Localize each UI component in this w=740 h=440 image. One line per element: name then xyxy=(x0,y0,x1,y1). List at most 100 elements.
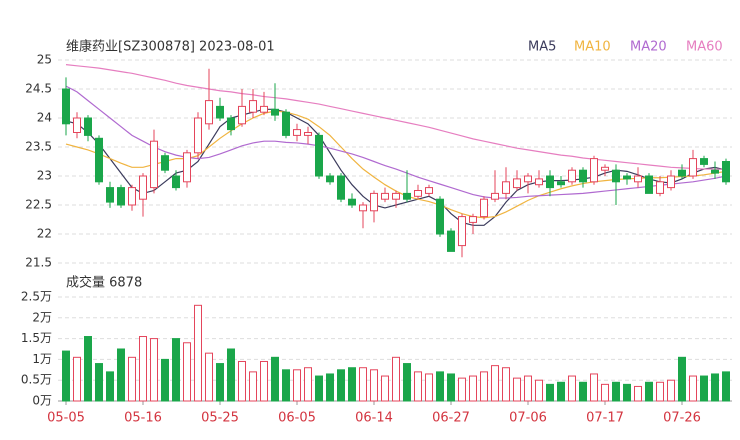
volume-bar xyxy=(183,342,191,402)
volume-bar xyxy=(370,369,378,402)
candle-body xyxy=(238,105,246,125)
volume-bar xyxy=(425,373,433,402)
volume-bar xyxy=(227,348,235,402)
candle-body xyxy=(271,108,279,116)
candle-body xyxy=(689,158,697,177)
volume-bar xyxy=(205,352,213,402)
volume-bar xyxy=(601,383,609,402)
candle-body xyxy=(568,169,576,183)
volume-bar xyxy=(568,375,576,402)
volume-bar xyxy=(447,373,455,402)
candle-body xyxy=(667,175,675,189)
volume-bar xyxy=(403,363,411,402)
candle-body xyxy=(282,111,290,136)
volume-bar xyxy=(359,367,367,402)
x-tick-label: 05-05 xyxy=(47,411,85,426)
y-tick-label: 24 xyxy=(37,111,52,125)
volume-bar xyxy=(546,383,554,402)
candle-body xyxy=(315,134,323,177)
candle-body xyxy=(480,198,488,218)
volume-bar xyxy=(623,383,631,402)
candle-body xyxy=(656,181,664,194)
candle-body xyxy=(139,175,147,200)
candle-body xyxy=(601,166,609,171)
volume-bar xyxy=(304,367,312,402)
candle-body xyxy=(337,175,345,200)
volume-bar xyxy=(315,375,323,402)
y-tick-label: 24.5 xyxy=(25,82,52,96)
candle-body xyxy=(447,230,455,252)
volume-bar xyxy=(326,373,334,402)
candle-body xyxy=(579,169,587,183)
volume-bar xyxy=(117,348,125,402)
volume-bar xyxy=(513,377,521,402)
candle-body xyxy=(502,181,510,194)
y-tick-label: 21.5 xyxy=(25,256,52,270)
y-tick-label: 23.5 xyxy=(25,140,52,154)
candle-body xyxy=(524,175,532,183)
candle-body xyxy=(458,216,466,247)
volume-bar xyxy=(491,365,499,402)
volume-bar xyxy=(106,371,114,402)
legend-entry: MA20 xyxy=(630,40,667,55)
volume-bar xyxy=(392,356,400,402)
volume-bar xyxy=(62,350,70,402)
volume-bar xyxy=(84,336,92,402)
candle-body xyxy=(227,117,235,131)
volume-bar xyxy=(524,375,532,402)
candle-body xyxy=(128,187,136,206)
candle-body xyxy=(84,117,92,136)
candle-body xyxy=(370,192,378,212)
volume-bar xyxy=(282,369,290,402)
x-tick-label: 06-05 xyxy=(278,411,316,426)
volume-bar xyxy=(711,373,719,402)
candle-body xyxy=(612,169,620,183)
volume-bar xyxy=(95,363,103,402)
candle-body xyxy=(436,198,444,235)
volume-bar xyxy=(535,379,543,402)
candle-body xyxy=(161,155,169,171)
volume-bar xyxy=(700,375,708,402)
ma-line xyxy=(65,64,727,171)
y-tick-label: 1.5万 xyxy=(21,331,52,345)
volume-bar xyxy=(469,375,477,402)
volume-bar xyxy=(348,367,356,402)
candle-body xyxy=(414,190,422,197)
x-tick-label: 07-06 xyxy=(509,411,547,426)
candle-body xyxy=(293,129,301,136)
candle-body xyxy=(645,175,653,194)
candle-body xyxy=(172,175,180,189)
candle-body xyxy=(62,88,70,125)
y-tick-label: 23 xyxy=(37,169,52,183)
candle-body xyxy=(117,187,125,206)
volume-title: 成交量 6878 xyxy=(66,275,142,291)
x-tick-label: 07-26 xyxy=(663,411,701,426)
candle-body xyxy=(183,152,191,183)
volume-bar xyxy=(722,371,730,402)
legend-entry: MA10 xyxy=(574,40,611,55)
volume-bar xyxy=(458,377,466,402)
candle-body xyxy=(700,158,708,165)
volume-bar xyxy=(381,375,389,402)
x-tick-label: 06-27 xyxy=(432,411,470,426)
chart-title: 维康药业[SZ300878] 2023-08-01 xyxy=(66,39,275,55)
candle-body xyxy=(590,158,598,183)
candle-body xyxy=(403,192,411,200)
volume-bar xyxy=(634,385,642,402)
candle-body xyxy=(150,140,158,189)
volume-bar xyxy=(337,369,345,402)
volume-bar xyxy=(689,375,697,402)
y-tick-label: 0万 xyxy=(32,394,52,408)
volume-bar xyxy=(238,360,246,402)
volume-bar xyxy=(612,381,620,402)
candle-body xyxy=(392,192,400,200)
volume-bar xyxy=(436,371,444,402)
candle-body xyxy=(634,175,642,183)
candle-body xyxy=(623,175,631,180)
volume-bar xyxy=(678,356,686,402)
candle-body xyxy=(711,169,719,174)
legend-entry: MA5 xyxy=(528,40,556,55)
volume-bar xyxy=(645,381,653,402)
y-tick-label: 25 xyxy=(37,53,52,67)
volume-bar xyxy=(150,338,158,402)
